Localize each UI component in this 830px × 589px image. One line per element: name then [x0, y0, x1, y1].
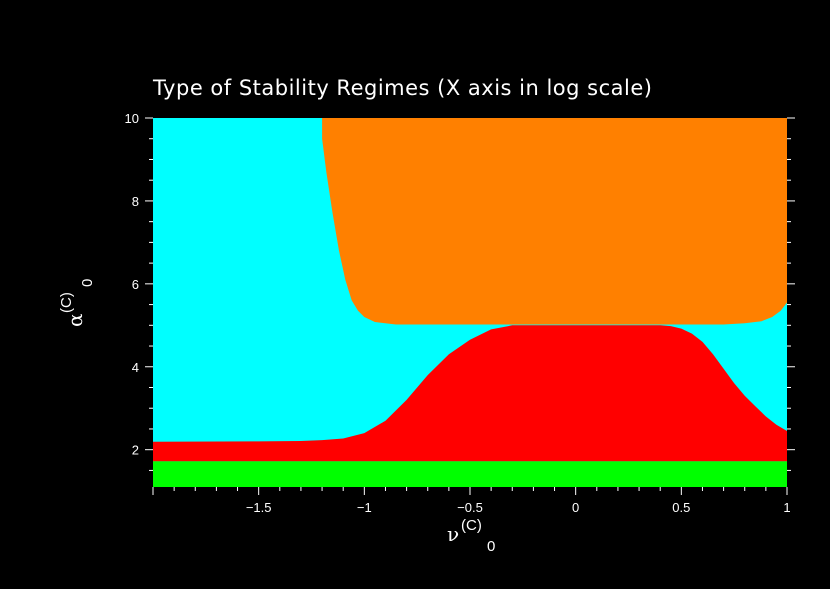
- x-axis-tick-labels: −1.5 −1 −0.5 0 0.5 1: [246, 500, 791, 515]
- x-axis-label-symbol: ν: [447, 522, 459, 546]
- regime-region-1: [153, 461, 787, 487]
- y-axis-label: α (C) 0: [58, 279, 96, 327]
- x-tick-label: −0.5: [457, 500, 483, 515]
- y-tick-label: 6: [132, 277, 139, 292]
- x-tick-label: 0: [572, 500, 579, 515]
- y-tick-label: 4: [132, 360, 139, 375]
- y-axis-ticks: [145, 117, 795, 471]
- regime-regions: [153, 118, 787, 487]
- y-axis-label-superscript: (C): [58, 292, 75, 313]
- y-axis-label-subscript: 0: [79, 279, 96, 287]
- y-tick-label: 8: [132, 194, 139, 209]
- regime-region-2: [153, 325, 787, 462]
- x-tick-label: 1: [783, 500, 790, 515]
- x-axis-label: ν (C) 0: [447, 517, 495, 555]
- x-axis-label-subscript: 0: [487, 538, 495, 555]
- x-axis-ticks: [152, 487, 788, 495]
- y-axis-label-symbol: α: [63, 313, 87, 327]
- x-tick-label: −1.5: [246, 500, 272, 515]
- chart-title: Type of Stability Regimes (X axis in log…: [152, 76, 652, 100]
- regime-region-3: [322, 118, 787, 325]
- x-tick-label: −1: [357, 500, 372, 515]
- plot-area: [153, 118, 787, 487]
- y-axis-tick-labels: 2 4 6 8 10: [125, 111, 139, 458]
- y-tick-label: 2: [132, 443, 139, 458]
- x-axis-label-superscript: (C): [461, 517, 482, 534]
- x-tick-label: 0.5: [672, 500, 690, 515]
- y-tick-label: 10: [125, 111, 139, 126]
